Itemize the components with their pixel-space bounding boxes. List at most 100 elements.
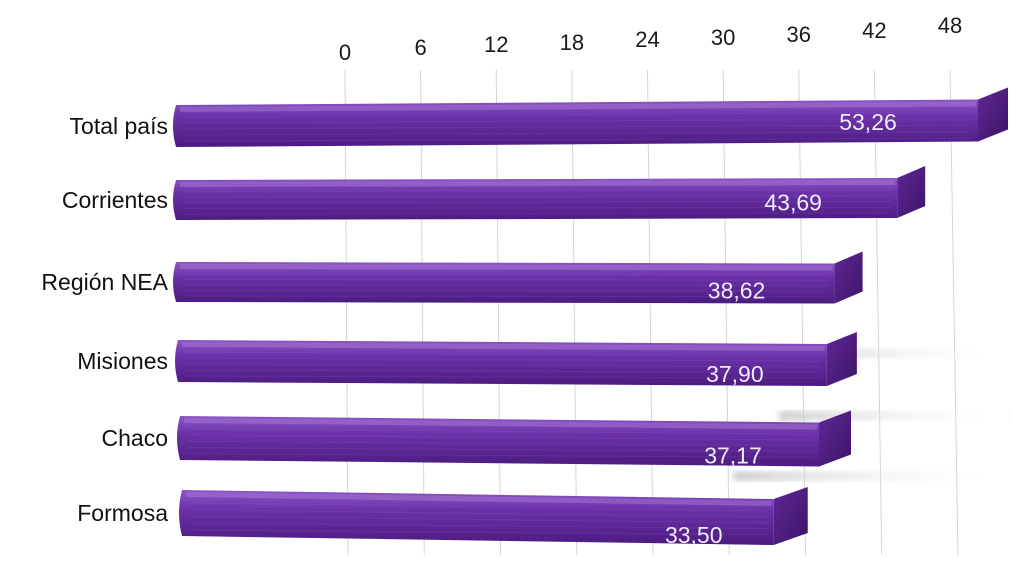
bar-value-label: 38,62 bbox=[708, 278, 766, 304]
category-label: Corrientes bbox=[62, 187, 168, 213]
bar-grain bbox=[183, 289, 829, 292]
bars: 53,26 43,69 38,62 37,90 37,17 33,50 bbox=[173, 87, 1008, 548]
x-tick-label: 36 bbox=[787, 22, 811, 47]
category-label: Total país bbox=[70, 113, 168, 139]
bar-grain bbox=[183, 295, 829, 298]
bar-face bbox=[177, 416, 819, 467]
bar-grain bbox=[185, 351, 821, 357]
gridline bbox=[798, 69, 806, 556]
bar-value-label: 53,26 bbox=[839, 109, 897, 135]
bar-value-label: 37,17 bbox=[704, 443, 762, 469]
bar-grain bbox=[183, 206, 892, 209]
bar-grain bbox=[183, 137, 973, 142]
bar-grain bbox=[183, 105, 973, 112]
bar-shadow bbox=[778, 410, 1012, 421]
bar-grain bbox=[183, 111, 973, 118]
bar-grain bbox=[183, 183, 892, 187]
x-tick-label: 42 bbox=[862, 18, 886, 43]
category-label: Región NEA bbox=[41, 269, 168, 295]
bar-end-cap bbox=[897, 166, 926, 218]
bar-grain bbox=[183, 267, 829, 270]
bar-end-cap bbox=[826, 332, 857, 386]
bar-shadows bbox=[733, 348, 1012, 482]
gridline bbox=[571, 69, 578, 556]
x-tick-label: 18 bbox=[560, 30, 584, 55]
bar-end-cap bbox=[773, 487, 808, 545]
bar: 37,90 bbox=[175, 332, 857, 387]
bar-grain bbox=[185, 363, 821, 368]
gridline bbox=[647, 69, 654, 556]
gridline bbox=[420, 69, 425, 556]
bar-grain bbox=[183, 200, 892, 204]
bar-grain bbox=[183, 189, 892, 193]
x-tick-label: 48 bbox=[938, 13, 962, 38]
bar-grain bbox=[187, 434, 813, 441]
bar-grain bbox=[183, 131, 973, 136]
bar-grain bbox=[183, 195, 892, 198]
bar-end-cap bbox=[818, 410, 851, 467]
bar-face bbox=[175, 340, 827, 386]
bar-grain bbox=[187, 440, 813, 447]
bar: 33,50 bbox=[179, 487, 808, 548]
bar-grain bbox=[187, 427, 813, 435]
bar-grain bbox=[189, 522, 768, 530]
bar-grain bbox=[189, 509, 768, 518]
bar-face bbox=[173, 178, 898, 220]
bar-face bbox=[173, 262, 835, 304]
bar-highlight bbox=[182, 342, 825, 351]
bar-grain bbox=[189, 515, 768, 524]
bar-grain bbox=[187, 447, 813, 452]
bar-highlight bbox=[180, 264, 833, 271]
bar: 53,26 bbox=[173, 87, 1008, 147]
gridline bbox=[722, 69, 730, 556]
bar-shadow bbox=[786, 348, 1012, 359]
bar-value-label: 33,50 bbox=[665, 522, 723, 548]
bar-grain bbox=[185, 375, 821, 379]
bar-highlight bbox=[186, 492, 772, 506]
bar-value-label: 43,69 bbox=[764, 189, 822, 215]
x-tick-label: 6 bbox=[415, 35, 427, 60]
x-tick-label: 30 bbox=[711, 25, 735, 50]
bar-face bbox=[173, 99, 978, 147]
category-labels: Total país Corrientes Región NEA Misiones Ch… bbox=[41, 113, 168, 526]
x-tick-label: 12 bbox=[484, 32, 508, 57]
bar-grain bbox=[183, 273, 829, 276]
x-tick-label: 24 bbox=[635, 27, 659, 52]
gridlines bbox=[344, 69, 959, 556]
bar-grain bbox=[183, 118, 973, 124]
gridline bbox=[495, 69, 501, 556]
bar-end-cap bbox=[834, 251, 863, 304]
bar-grain bbox=[189, 495, 768, 506]
bar-highlight bbox=[184, 418, 817, 430]
bar-grain bbox=[185, 345, 821, 351]
x-axis-ticks: 0 6 12 18 24 30 36 42 48 bbox=[339, 13, 962, 65]
bar-grain bbox=[183, 212, 892, 215]
bar-shadow bbox=[733, 471, 1012, 482]
bar-grain bbox=[183, 278, 829, 281]
x-tick-label: 0 bbox=[339, 40, 351, 65]
gridline bbox=[949, 69, 959, 556]
bar-grain bbox=[183, 284, 829, 287]
bar-face bbox=[179, 490, 774, 545]
category-label: Misiones bbox=[77, 348, 168, 374]
category-label: Chaco bbox=[102, 425, 168, 451]
bar: 43,69 bbox=[173, 166, 926, 220]
bar-grain bbox=[185, 357, 821, 362]
bar-grain bbox=[187, 421, 813, 429]
bar-value-label: 37,90 bbox=[706, 361, 764, 387]
bar-highlight bbox=[180, 101, 976, 112]
bar-grain bbox=[189, 529, 768, 535]
bar-grain bbox=[183, 124, 973, 130]
bar-grain bbox=[189, 502, 768, 512]
gridline bbox=[873, 69, 883, 556]
bar-highlight bbox=[180, 180, 896, 187]
bar-end-cap bbox=[978, 87, 1008, 142]
bar: 38,62 bbox=[173, 251, 863, 304]
bar-grain bbox=[185, 369, 821, 373]
gridline bbox=[344, 69, 349, 556]
bar: 37,17 bbox=[177, 410, 851, 469]
category-label: Formosa bbox=[77, 500, 168, 526]
bar-grain bbox=[187, 453, 813, 458]
